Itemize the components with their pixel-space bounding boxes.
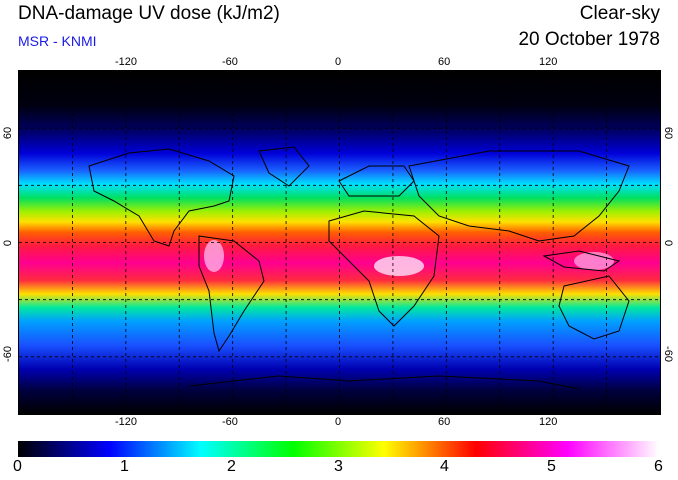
- colorbar-label-0: 0: [13, 458, 22, 475]
- antarctica-coast: [188, 375, 580, 390]
- lon-tick-bottom-m60: -60: [222, 416, 238, 428]
- indonesia-coast: [542, 250, 621, 272]
- europe-coast: [338, 165, 415, 197]
- lon-tick-top-0: 0: [335, 56, 342, 68]
- lat-tick-right-m60: -60: [661, 346, 674, 362]
- greenland-coast: [258, 146, 310, 187]
- lon-tick-bottom-60: 60: [438, 416, 451, 428]
- map-source: MSR - KNMI: [18, 33, 97, 49]
- uv-dose-map: [18, 70, 661, 415]
- map-title: DNA-damage UV dose (kJ/m2): [18, 3, 280, 24]
- asia-coast: [408, 150, 630, 242]
- lon-tick-bottom-m120: -120: [115, 416, 138, 428]
- colorbar-label-6: 6: [654, 458, 663, 475]
- africa-coast: [328, 210, 440, 327]
- lat-tick-left-m60: -60: [1, 346, 14, 362]
- colorbar-label-2: 2: [227, 458, 236, 475]
- lat-tick-right-0: 0: [662, 239, 675, 247]
- north-america-coast: [88, 148, 235, 247]
- lon-tick-top-120: 120: [539, 56, 558, 68]
- lon-tick-top-m60: -60: [222, 56, 238, 68]
- colorbar: [18, 441, 659, 457]
- colorbar-label-5: 5: [547, 458, 556, 475]
- africa-max-patch: [374, 256, 424, 276]
- colorbar-label-1: 1: [120, 458, 129, 475]
- graticule: [19, 71, 660, 414]
- lon-tick-top-m120: -120: [115, 56, 138, 68]
- lat-tick-left-0: 0: [2, 239, 15, 247]
- lon-tick-top-60: 60: [438, 56, 451, 68]
- lat-tick-left-60: 60: [2, 126, 15, 140]
- uv-dose-heatmap: [19, 71, 660, 414]
- colorbar-label-4: 4: [440, 458, 449, 475]
- south-america-max-patch: [204, 240, 224, 272]
- coastlines: [88, 146, 630, 390]
- indonesia-max-patch: [574, 252, 614, 270]
- south-america-coast: [198, 235, 265, 353]
- colorbar-label-3: 3: [334, 458, 343, 475]
- map-date: 20 October 1978: [518, 29, 660, 50]
- lon-tick-bottom-120: 120: [539, 416, 558, 428]
- sky-mode: Clear-sky: [579, 3, 660, 24]
- lon-tick-bottom-0: 0: [335, 416, 342, 428]
- lat-tick-right-60: 60: [662, 126, 675, 140]
